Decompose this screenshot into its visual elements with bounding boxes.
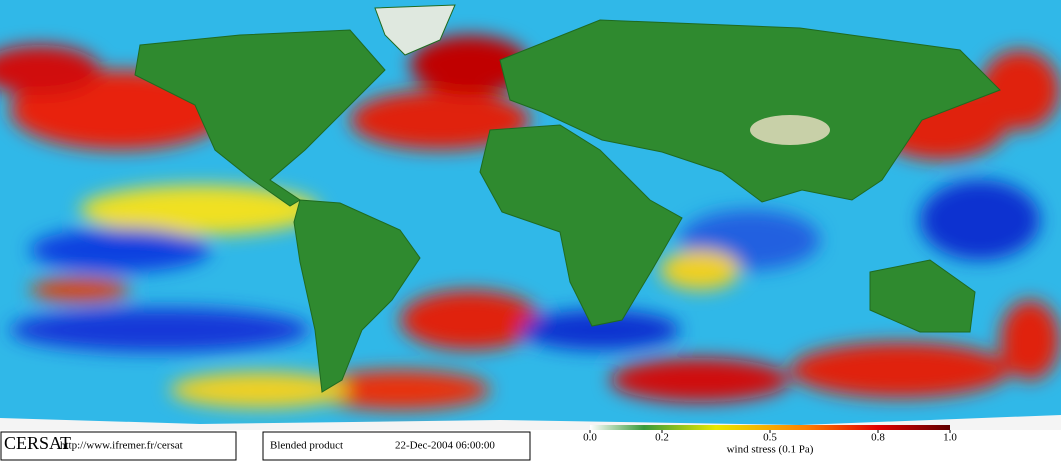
colorbar-label: wind stress (0.1 Pa) [727, 444, 814, 456]
url: http://www.ifremer.fr/cersat [60, 440, 183, 452]
tibet [750, 115, 830, 145]
product: Blended product [270, 440, 343, 452]
north-america [134, 29, 386, 207]
logo-box [0, 431, 237, 461]
footer: CERSAT http://www.ifremer.fr/cersat Blen… [0, 425, 950, 461]
colorbar-tick-label: 0.2 [655, 432, 669, 444]
eurasia [499, 19, 1001, 203]
logo: CERSAT [4, 433, 71, 453]
south-america [293, 199, 421, 393]
colorbar-tick-label: 1.0 [943, 432, 957, 444]
colorbar-tick-label: 0.8 [871, 432, 885, 444]
africa [479, 124, 683, 327]
colorbar [590, 425, 950, 430]
colorbar-tick-label: 0.0 [583, 432, 597, 444]
greenland [374, 4, 456, 56]
product-box [262, 431, 531, 461]
colorbar-tick-label: 0.5 [763, 432, 777, 444]
land [0, 4, 1061, 430]
date: 22-Dec-2004 06:00:00 [395, 440, 495, 452]
australia [869, 259, 976, 333]
